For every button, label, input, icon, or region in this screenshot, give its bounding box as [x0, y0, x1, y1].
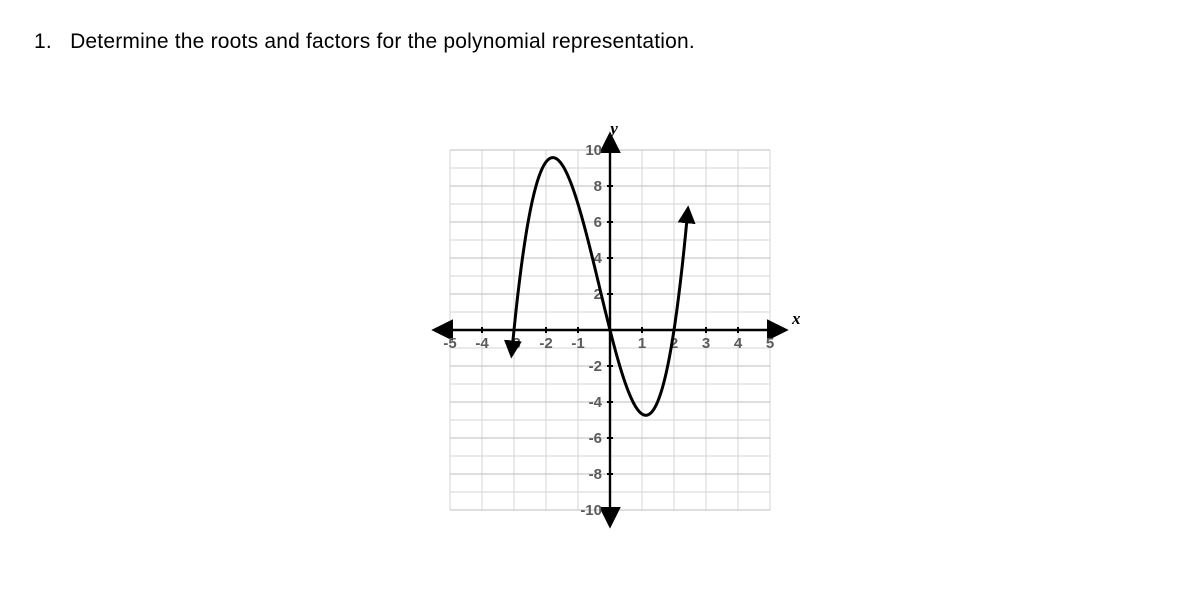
svg-text:x: x: [791, 309, 801, 328]
page: 1. Determine the roots and factors for t…: [0, 0, 1200, 614]
svg-text:-4: -4: [475, 335, 489, 352]
svg-text:3: 3: [702, 335, 710, 352]
svg-text:8: 8: [594, 178, 602, 195]
svg-text:4: 4: [734, 335, 743, 352]
svg-text:-8: -8: [589, 466, 602, 483]
svg-text:-10: -10: [580, 502, 602, 519]
svg-text:5: 5: [766, 335, 774, 352]
svg-text:-2: -2: [589, 358, 602, 375]
svg-text:-5: -5: [443, 335, 456, 352]
svg-text:1: 1: [638, 335, 646, 352]
svg-text:-1: -1: [571, 335, 584, 352]
svg-text:y: y: [608, 120, 618, 138]
question-number: 1.: [34, 30, 52, 53]
question-text: Determine the roots and factors for the …: [70, 30, 695, 53]
svg-text:-2: -2: [539, 335, 552, 352]
svg-text:10: 10: [585, 142, 602, 159]
svg-text:-6: -6: [589, 430, 602, 447]
question-line: 1. Determine the roots and factors for t…: [34, 30, 1166, 54]
polynomial-chart: -5-4-3-2-112345108642-2-4-6-8-10yx: [390, 120, 810, 545]
svg-text:-4: -4: [589, 394, 603, 411]
svg-text:6: 6: [594, 214, 602, 231]
